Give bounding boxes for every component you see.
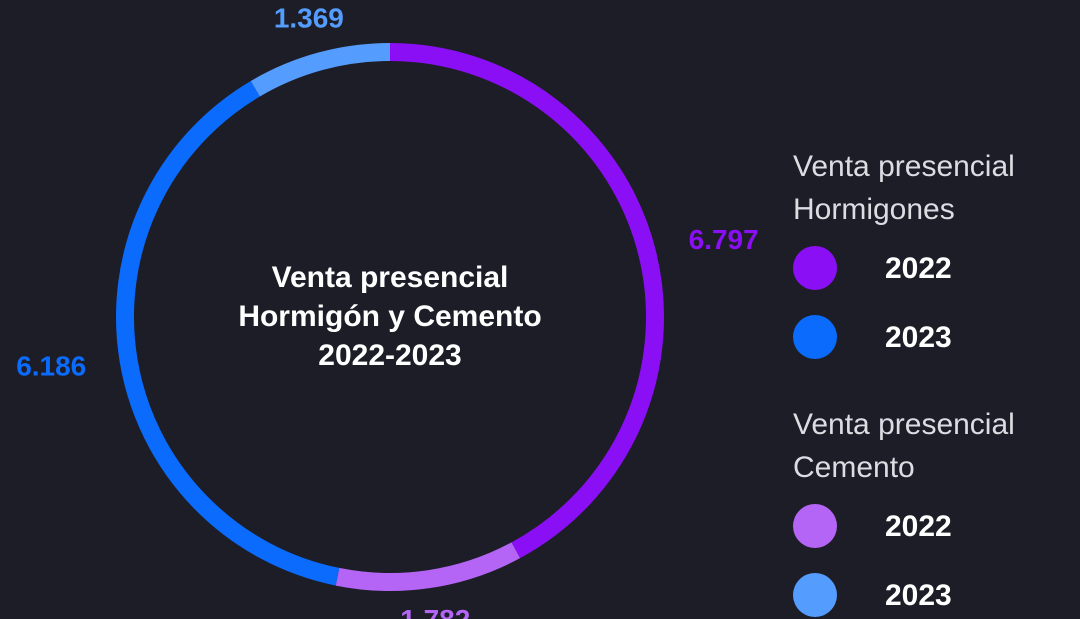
- legend-label: 2022: [885, 510, 952, 543]
- value-label: 1.369: [274, 2, 344, 33]
- legend-group-title: Venta presencial Hormigones: [793, 150, 1015, 226]
- legend-swatch: [793, 315, 837, 359]
- donut-segment: [250, 43, 391, 97]
- chart-title: Venta presencial Hormigón y Cemento 2022…: [238, 261, 542, 372]
- legend-label: 2023: [885, 579, 952, 612]
- legend-group-title: Venta presencial Cemento: [793, 408, 1015, 484]
- legend-label: 2023: [885, 321, 952, 354]
- value-label: 1.782: [400, 604, 470, 619]
- donut-segment: [389, 43, 664, 559]
- legend-swatch: [793, 504, 837, 548]
- legend-label: 2022: [885, 252, 952, 285]
- legend-swatch: [793, 246, 837, 290]
- value-label: 6.186: [16, 351, 86, 382]
- donut-segment: [116, 81, 340, 586]
- value-label: 6.797: [689, 224, 759, 255]
- donut-segment: [335, 542, 521, 591]
- legend-swatch: [793, 573, 837, 617]
